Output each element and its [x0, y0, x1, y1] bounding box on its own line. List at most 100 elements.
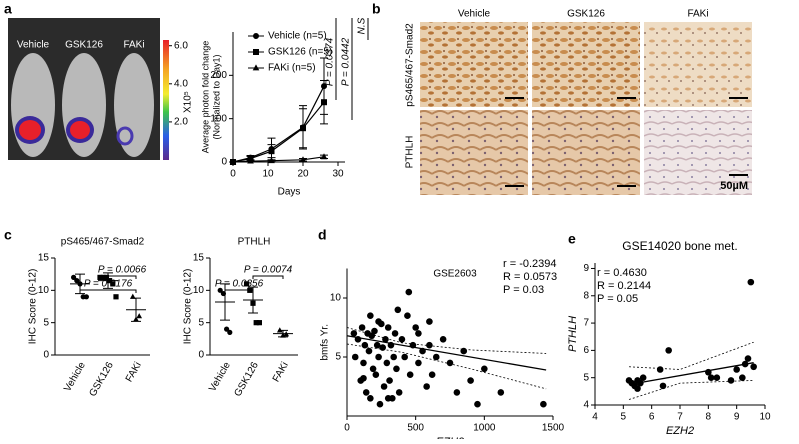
annotation: P = 0.0442: [341, 37, 352, 86]
y-tick-label: 200: [210, 70, 227, 81]
annotation: P = 0.0374: [325, 37, 336, 86]
point: [713, 374, 721, 381]
point: [386, 377, 393, 384]
y-tick-label: 4: [583, 400, 589, 411]
point: [426, 341, 433, 349]
marker: [299, 156, 307, 163]
point: [453, 389, 461, 396]
y-tick-label: 0: [198, 350, 204, 361]
signal: [116, 126, 134, 146]
y-tick-label: 5: [583, 372, 589, 383]
x-tick-label: 7: [677, 412, 683, 423]
column-label: FAKi: [687, 9, 708, 20]
point: [384, 395, 392, 402]
marker: [300, 125, 306, 132]
x-tick-label: Vehicle: [62, 360, 88, 394]
point: [393, 365, 400, 373]
point: [360, 359, 367, 367]
point: [390, 353, 397, 361]
point: [707, 374, 715, 381]
point: [375, 318, 382, 325]
point: [439, 336, 447, 343]
marker: [224, 326, 230, 332]
point: [379, 344, 387, 351]
y-axis-label: IHC Score (0-12): [183, 269, 194, 345]
marker: [268, 148, 275, 155]
y-tick-label: 100: [210, 113, 227, 124]
point: [358, 324, 366, 331]
panel-label: d: [318, 227, 327, 243]
chart-title: PTHLH: [238, 237, 271, 248]
statistic: R = 0.0573: [503, 271, 557, 283]
y-axis-label: (Normalized to Day1): [211, 54, 221, 139]
p-value: P = 0.0066: [98, 265, 147, 276]
point: [474, 400, 481, 408]
imaging-label: Vehicle: [17, 40, 50, 51]
statistic: P = 0.03: [503, 284, 544, 296]
micrograph: [532, 110, 640, 195]
scale-bar-label: 50µM: [720, 180, 748, 192]
legend-marker: [252, 64, 260, 71]
y-axis-label: IHC Score (0-12): [28, 269, 39, 345]
point: [398, 336, 406, 343]
y-tick-label: 0: [43, 350, 49, 361]
bracket: [107, 275, 137, 279]
chart-title: GSE2603: [433, 269, 477, 280]
row-label: PTHLH: [405, 136, 416, 169]
point: [659, 382, 667, 390]
point: [497, 389, 505, 396]
statistic: r = -0.2394: [503, 258, 557, 270]
point: [404, 312, 411, 320]
point: [367, 312, 374, 320]
y-tick-label: 10: [38, 285, 50, 296]
confidence-band: [346, 343, 547, 390]
bracket: [79, 289, 137, 293]
x-tick-label: GSK126: [232, 360, 261, 399]
marker: [244, 281, 250, 287]
legend-label: Vehicle (n=5): [268, 31, 327, 42]
imaging-label: FAKi: [123, 40, 144, 51]
marker: [110, 281, 116, 287]
marker: [136, 313, 143, 319]
y-tick-label: 5: [335, 352, 341, 363]
y-tick-label: 0: [221, 157, 227, 168]
series-line: [232, 85, 325, 163]
signal: [70, 121, 90, 139]
x-tick-label: 500: [407, 423, 424, 434]
x-tick-label: 20: [297, 169, 309, 180]
marker: [129, 293, 136, 299]
point: [739, 374, 746, 381]
point: [634, 385, 641, 392]
panel-a-imaging: Vehicle GSK126 FAKi X10⁵: [8, 18, 194, 160]
point: [727, 377, 735, 384]
marker: [74, 278, 80, 284]
x-tick-label: 10: [759, 412, 771, 423]
point: [361, 341, 369, 349]
point: [446, 359, 454, 367]
series-line: [232, 101, 325, 163]
marker: [97, 274, 103, 280]
statistic: r = 0.4630: [597, 267, 647, 279]
panel-label: e: [568, 231, 576, 247]
panel-label: c: [4, 227, 12, 243]
y-tick-label: 6: [583, 345, 589, 356]
x-tick-label: 9: [734, 412, 740, 423]
x-tick-label: 0: [344, 423, 350, 434]
point: [639, 374, 647, 381]
colorbar-tick-label: 6.0: [174, 40, 188, 51]
point: [415, 359, 422, 367]
marker: [71, 274, 77, 280]
point: [481, 365, 488, 373]
y-tick-label: 10: [330, 293, 342, 304]
point: [406, 371, 414, 379]
point: [369, 365, 377, 373]
marker: [100, 274, 106, 280]
marker: [320, 153, 328, 160]
point: [415, 330, 422, 337]
point: [367, 395, 374, 402]
chart-title: pS465/467-Smad2: [61, 237, 145, 248]
y-tick-label: 5: [198, 317, 204, 328]
x-tick-label: FAKi: [271, 360, 291, 384]
y-axis-label: Average photon fold change: [200, 41, 210, 153]
